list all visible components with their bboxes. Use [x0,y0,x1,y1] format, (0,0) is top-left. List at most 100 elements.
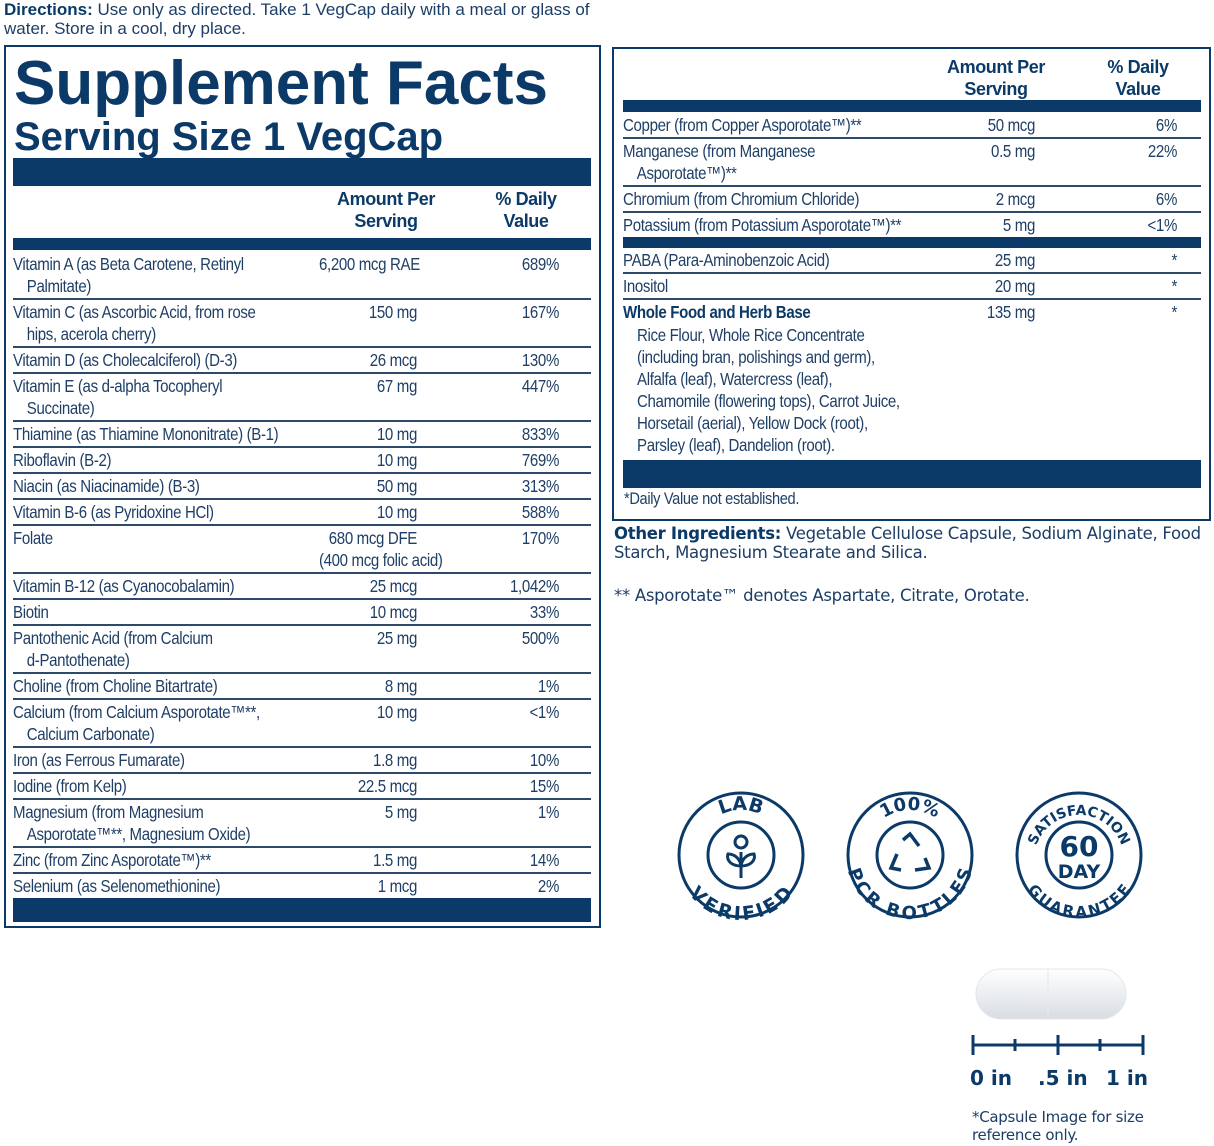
table-row: Vitamin E (as d-alpha Tocopheryl Succinat… [13,374,591,422]
daily-value: <1% [529,702,559,722]
herb-ingredient-line: (including bran, polishings and germ), [637,347,875,367]
herb-base-ingredients: Rice Flour, Whole Rice Concentrate (inclu… [623,324,1201,456]
daily-value: 769% [521,450,559,470]
lab-verified-badge: LAB VERIFIED [677,791,805,920]
supplement-facts-panel: Supplement Facts Serving Size 1 VegCap A… [4,45,601,928]
amount: 67 mg [376,376,417,396]
scale-label-half: .5 in [1038,1066,1088,1090]
amount: 25 mg [994,250,1035,270]
nutrient-name: Manganese (from Manganese Asporotate™)** [623,141,816,183]
nutrient-name: Iodine (from Kelp) [13,776,127,796]
nutrient-name: Iron (as Ferrous Fumarate) [13,750,185,770]
amount: 680 mcg DFE (400 mcg folic acid) [318,528,443,570]
daily-value: 167% [521,302,559,322]
sprout-icon [726,834,756,878]
table-row: Whole Food and Herb Base 135 mg * [623,300,1201,324]
table-row: Vitamin B-6 (as Pyridoxine HCl) 10 mg 588% [13,500,591,526]
herb-ingredient-line: Chamomile (flowering tops), Carrot Juice… [637,391,900,411]
daily-value: 22% [1147,141,1177,161]
nutrient-name: Folate [13,528,53,548]
table-row: Vitamin C (as Ascorbic Acid, from rose hi… [13,300,591,348]
nutrient-name: Pantothenic Acid (from Calcium d-Pantothe… [13,628,213,670]
divider-bar [623,100,1201,112]
svg-text:LAB: LAB [716,793,767,819]
recycle-icon [888,831,932,872]
nutrient-name: Whole Food and Herb Base [623,302,811,322]
amount: 50 mcg [987,115,1036,135]
daily-value: 447% [521,376,559,396]
divider-bar [623,460,1201,488]
table-row: Riboflavin (B-2) 10 mg 769% [13,448,591,474]
daily-value: * [1171,276,1177,296]
amount: 5 mg [384,802,417,822]
herb-ingredient-line: Alfalfa (leaf), Watercress (leaf), [637,369,833,389]
nutrient-name: Biotin [13,602,49,622]
other-ingredients: Other Ingredients: Vegetable Cellulose C… [614,524,1201,562]
amount: 1 mcg [377,876,418,896]
svg-text:DAY: DAY [1058,861,1101,883]
divider-bar [13,158,591,186]
amount: 22.5 mcg [357,776,418,796]
capsule-note: *Capsule Image for size reference only. [972,1108,1144,1144]
amount: 150 mg [368,302,417,322]
daily-value: 33% [529,602,559,622]
amount: 10 mg [376,450,417,470]
daily-value: 833% [521,424,559,444]
directions-text: Directions: Use only as directed. Take 1… [4,0,590,38]
amount: 1.5 mg [373,850,417,870]
svg-text:60: 60 [1060,830,1099,863]
serving-size: Serving Size 1 VegCap [14,115,444,159]
amount: 25 mcg [369,576,418,596]
nutrient-name: Niacin (as Niacinamide) (B-3) [13,476,200,496]
amount: 10 mg [376,702,417,722]
pcr-bottles-badge: 100% PCR BOTTLES [845,791,975,920]
satisfaction-guarantee-badge: SATISFACTION GUARANTEE 60 DAY [1015,791,1143,920]
nutrient-name: Calcium (from Calcium Asporotate™**, Calc… [13,702,260,744]
table-row: Pantothenic Acid (from Calcium d-Pantothe… [13,626,591,674]
nutrient-name: PABA (Para-Aminobenzoic Acid) [623,250,830,270]
table-row: Iron (as Ferrous Fumarate) 1.8 mg 10% [13,748,591,774]
daily-value: 6% [1155,189,1177,209]
table-row: Chromium (from Chromium Chloride) 2 mcg 6% [623,187,1201,213]
daily-value: 130% [521,350,559,370]
asporotate-note: ** Asporotate™ denotes Aspartate, Citrat… [614,586,1030,605]
nutrient-name: Vitamin D (as Cholecalciferol) (D-3) [13,350,238,370]
nutrient-name: Magnesium (from Magnesium Asporotate™**, … [13,802,251,844]
divider-bar [13,238,591,250]
table-row: Folate 680 mcg DFE (400 mcg folic acid) 170… [13,526,591,574]
daily-value: 14% [529,850,559,870]
herb-ingredient-line: Rice Flour, Whole Rice Concentrate [637,325,865,345]
amount-header: Amount Per Serving [336,189,435,231]
amount: 1.8 mg [373,750,417,770]
amount: 6,200 mcg RAE [318,254,420,274]
table-row: Vitamin D (as Cholecalciferol) (D-3) 26 m… [13,348,591,374]
amount: 20 mg [994,276,1035,296]
scale-label-1: 1 in [1106,1066,1148,1090]
daily-value: 15% [529,776,559,796]
amount: 10 mcg [369,602,418,622]
table-row: PABA (Para-Aminobenzoic Acid) 25 mg * [623,248,1201,274]
amount: 25 mg [376,628,417,648]
nutrient-name: Riboflavin (B-2) [13,450,112,470]
divider-bar [623,237,1201,248]
nutrient-name: Chromium (from Chromium Chloride) [623,189,860,209]
nutrient-name: Vitamin B-6 (as Pyridoxine HCl) [13,502,214,522]
table-row: Manganese (from Manganese Asporotate™)** 0… [623,139,1201,187]
table-row: Calcium (from Calcium Asporotate™**, Calc… [13,700,591,748]
nutrient-table: Vitamin A (as Beta Carotene, Retinyl Palm… [13,252,591,922]
amount: 0.5 mg [991,141,1035,161]
nutrient-name: Vitamin A (as Beta Carotene, Retinyl Palm… [13,254,244,296]
daily-value: * [1171,250,1177,270]
daily-value: 1% [537,676,559,696]
table-row: Vitamin A (as Beta Carotene, Retinyl Palm… [13,252,591,300]
table-row: Niacin (as Niacinamide) (B-3) 50 mg 313% [13,474,591,500]
daily-value: 313% [521,476,559,496]
svg-text:PCR BOTTLES: PCR BOTTLES [845,865,975,920]
nutrient-table: Copper (from Copper Asporotate™)** 50 mcg… [623,113,1201,456]
amount-header: Amount Per Serving [946,57,1045,99]
nutrient-name: Zinc (from Zinc Asporotate™)** [13,850,211,870]
table-row: Biotin 10 mcg 33% [13,600,591,626]
amount: 10 mg [376,502,417,522]
table-row: Copper (from Copper Asporotate™)** 50 mcg… [623,113,1201,139]
table-row: Vitamin B-12 (as Cyanocobalamin) 25 mcg 1,… [13,574,591,600]
